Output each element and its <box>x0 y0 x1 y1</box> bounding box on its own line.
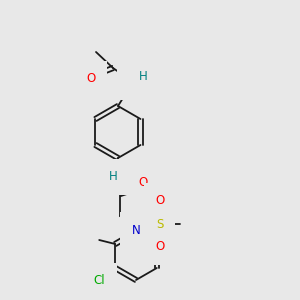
Text: H: H <box>139 70 147 83</box>
Text: O: O <box>155 241 165 254</box>
Text: Cl: Cl <box>93 274 105 287</box>
Text: N: N <box>132 224 140 236</box>
Text: O: O <box>86 73 96 85</box>
Text: S: S <box>156 218 164 230</box>
Text: O: O <box>155 194 165 208</box>
Text: N: N <box>99 173 107 187</box>
Text: H: H <box>109 170 117 184</box>
Text: N: N <box>129 76 137 88</box>
Text: O: O <box>138 176 148 190</box>
